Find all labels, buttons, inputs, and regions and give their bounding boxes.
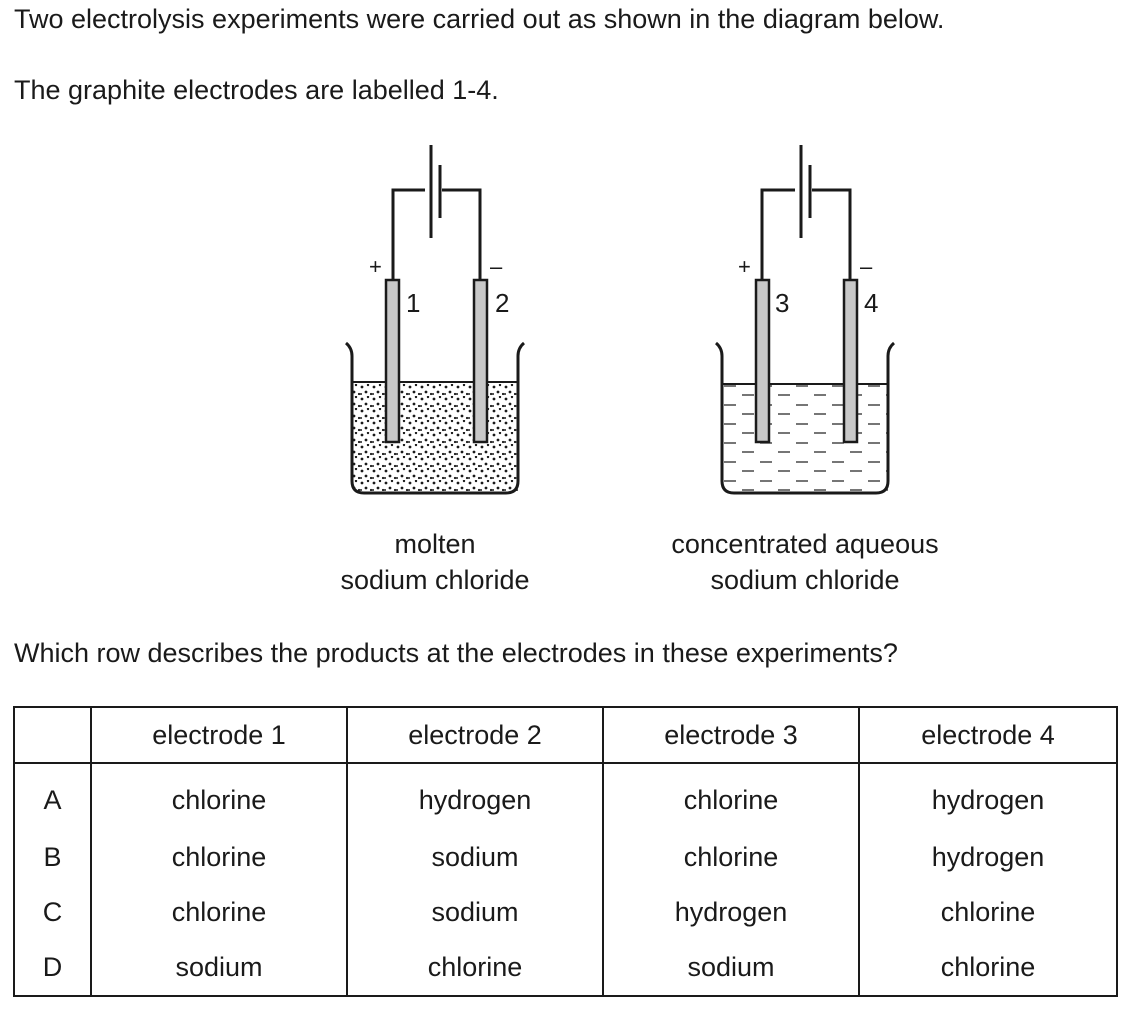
caption-aqueous-line-1: concentrated aqueous bbox=[671, 529, 939, 559]
beaker-2 bbox=[714, 341, 896, 495]
row-label: B bbox=[43, 841, 62, 872]
battery-cell-1 bbox=[429, 145, 442, 238]
table-cell: hydrogen bbox=[858, 763, 1117, 831]
caption-aqueous: concentrated aqueous sodium chloride bbox=[620, 526, 990, 598]
negative-sign-2: – bbox=[860, 254, 873, 279]
electrode-label-1: 1 bbox=[406, 288, 420, 318]
table-cell: sodium bbox=[90, 939, 347, 996]
caption-aqueous-line-2: sodium chloride bbox=[710, 565, 900, 595]
header-cell: electrode 3 bbox=[602, 707, 859, 764]
table-cell: chlorine bbox=[346, 939, 603, 996]
electrode-label-4: 4 bbox=[864, 288, 878, 318]
table-row[interactable]: D sodium chlorine sodium chlorine bbox=[14, 939, 1117, 996]
cell-aqueous: + – 3 4 bbox=[714, 145, 896, 495]
row-label: D bbox=[42, 951, 63, 982]
table-cell: hydrogen bbox=[602, 884, 859, 940]
negative-sign-1: – bbox=[490, 254, 503, 279]
table-row[interactable]: B chlorine sodium chlorine hydrogen bbox=[14, 830, 1117, 885]
circuit-wire-2 bbox=[760, 188, 852, 280]
table-cell: chlorine bbox=[602, 830, 859, 885]
beaker-1 bbox=[344, 341, 526, 495]
caption-molten: molten sodium chloride bbox=[300, 526, 570, 598]
table-cell: chlorine bbox=[90, 830, 347, 885]
table-cell: chlorine bbox=[90, 884, 347, 940]
row-label: C bbox=[42, 896, 63, 927]
electrode-label-3: 3 bbox=[775, 288, 789, 318]
circuit-wire-1 bbox=[391, 188, 482, 280]
electrode-3 bbox=[754, 278, 771, 444]
electrode-2 bbox=[472, 278, 489, 444]
caption-molten-line-1: molten bbox=[394, 529, 476, 559]
table-cell: sodium bbox=[346, 884, 603, 940]
table-cell: chlorine bbox=[602, 763, 859, 831]
header-cell: electrode 1 bbox=[90, 707, 347, 764]
header-cell: electrode 4 bbox=[858, 707, 1117, 764]
table-cell: hydrogen bbox=[858, 830, 1117, 885]
positive-sign-2: + bbox=[738, 254, 751, 279]
table-cell: sodium bbox=[346, 830, 603, 885]
table-row[interactable]: C chlorine sodium hydrogen chlorine bbox=[14, 884, 1117, 940]
table-row[interactable]: A chlorine hydrogen chlorine hydrogen bbox=[14, 763, 1117, 831]
intro-line-2: The graphite electrodes are labelled 1-4… bbox=[14, 75, 499, 105]
positive-sign-1: + bbox=[369, 254, 382, 279]
table-cell: sodium bbox=[602, 939, 859, 996]
row-label: A bbox=[43, 784, 62, 815]
intro-line-1: Two electrolysis experiments were carrie… bbox=[14, 4, 945, 34]
question-text: Which row describes the products at the … bbox=[14, 638, 898, 668]
battery-cell-2 bbox=[799, 145, 812, 238]
table-cell: chlorine bbox=[858, 939, 1117, 996]
cell-molten: + – 1 2 bbox=[344, 145, 526, 495]
electrode-4 bbox=[842, 278, 859, 444]
table-header-row: electrode 1 electrode 2 electrode 3 elec… bbox=[14, 707, 1117, 764]
table-cell: chlorine bbox=[90, 763, 347, 831]
electrode-label-2: 2 bbox=[495, 288, 509, 318]
table-cell: chlorine bbox=[858, 884, 1117, 940]
caption-molten-line-2: sodium chloride bbox=[340, 565, 530, 595]
electrolysis-diagram: + – 1 2 + – 3 4 bbox=[344, 145, 896, 495]
header-cell bbox=[14, 707, 91, 764]
answer-table: electrode 1 electrode 2 electrode 3 elec… bbox=[13, 706, 1118, 997]
header-cell: electrode 2 bbox=[346, 707, 603, 764]
table-cell: hydrogen bbox=[346, 763, 603, 831]
electrode-1 bbox=[384, 278, 401, 444]
